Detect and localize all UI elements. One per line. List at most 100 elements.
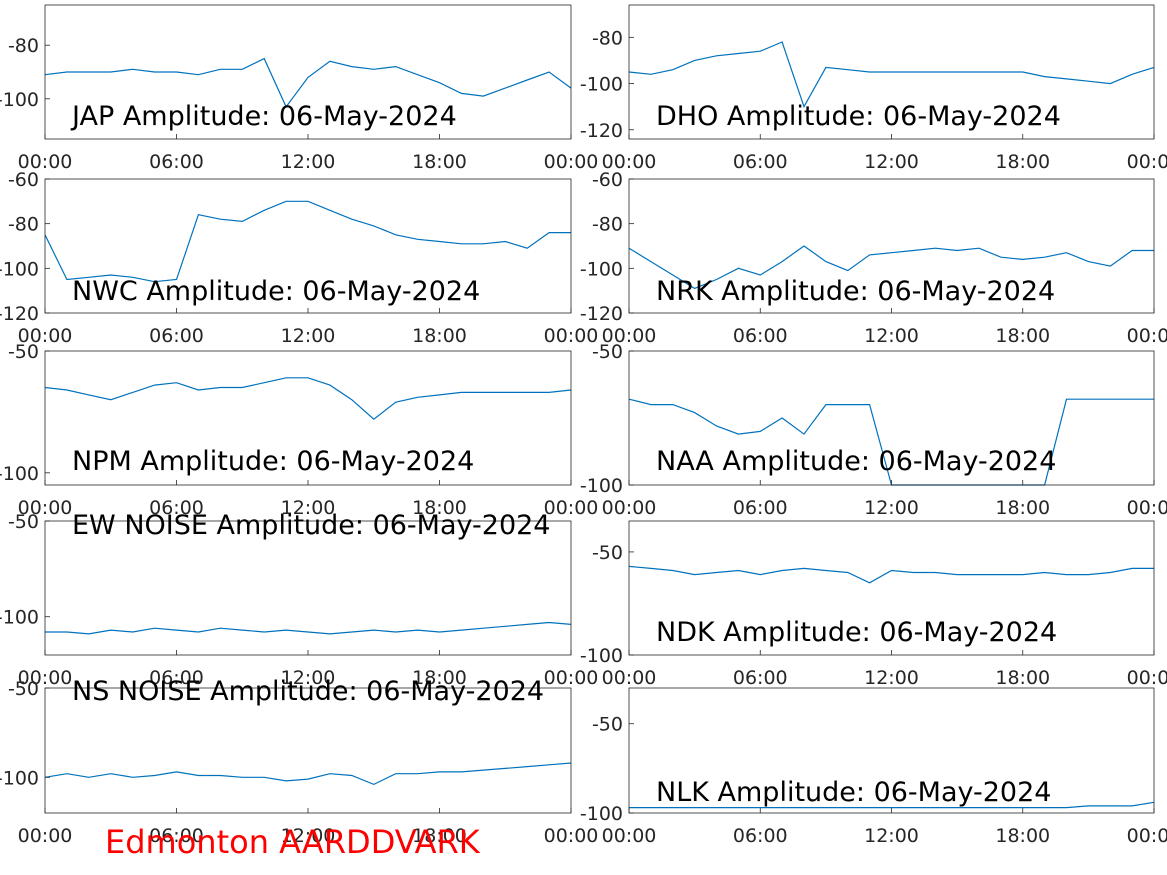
x-tick-label: 00:00: [602, 151, 657, 173]
y-tick-label: -80: [592, 27, 623, 49]
y-tick-label: -80: [8, 214, 39, 236]
x-tick-label: 00:00: [1127, 325, 1167, 347]
y-tick-label: -60: [592, 169, 623, 191]
x-tick-label: 18:00: [412, 497, 467, 519]
plot-title: NRK Amplitude: 06-May-2024: [656, 276, 1055, 307]
x-tick-label: 06:00: [149, 325, 204, 347]
y-tick-label: -100: [0, 767, 39, 789]
data-line: [628, 245, 1154, 290]
plot-title: NLK Amplitude: 06-May-2024: [656, 777, 1051, 808]
data-line: [44, 57, 572, 108]
x-tick-label: 00:00: [544, 667, 599, 689]
plot-background: [629, 179, 1154, 313]
x-tick-label: 00:00: [544, 151, 599, 173]
data-line: [44, 377, 572, 420]
x-tick-label: 00:00: [544, 825, 599, 847]
x-tick-label: 06:00: [733, 825, 788, 847]
y-tick-label: -100: [580, 645, 623, 667]
plot-background: [45, 5, 571, 139]
x-tick-label: 06:00: [149, 825, 204, 847]
x-tick-label: 00:00: [18, 667, 73, 689]
y-tick-label: -50: [592, 542, 623, 564]
x-tick-label: 00:00: [544, 325, 599, 347]
plots: -100 -80 00:00 06:00 12:00 18:00 00:00 JAP Ampl…: [0, 4, 1167, 847]
x-tick-label: 18:00: [995, 151, 1050, 173]
x-tick-label: 12:00: [864, 825, 919, 847]
x-tick-label: 18:00: [412, 151, 467, 173]
plot-title: NAA Amplitude: 06-May-2024: [656, 446, 1056, 477]
plot-title: NPM Amplitude: 06-May-2024: [72, 446, 474, 477]
y-tick-label: -50: [592, 714, 623, 736]
plot-title: DHO Amplitude: 06-May-2024: [656, 101, 1061, 132]
plot-background: [629, 351, 1154, 485]
plot-title: JAP Amplitude: 06-May-2024: [70, 101, 457, 132]
x-tick-label: 00:00: [1127, 825, 1167, 847]
y-tick-label: -120: [0, 303, 39, 325]
plot-title: NDK Amplitude: 06-May-2024: [656, 617, 1057, 648]
x-tick-label: 00:00: [18, 497, 73, 519]
plot-title: NWC Amplitude: 06-May-2024: [72, 276, 480, 307]
x-tick-label: 00:00: [18, 825, 73, 847]
data-line: [629, 801, 1155, 809]
plot-background: [629, 521, 1154, 655]
x-tick-label: 00:00: [18, 151, 73, 173]
data-line: [44, 762, 572, 786]
x-tick-label: 06:00: [149, 151, 204, 173]
data-line: [45, 621, 572, 635]
y-tick-label: -100: [580, 475, 623, 497]
x-tick-label: 00:00: [1127, 667, 1167, 689]
y-tick-label: -50: [8, 678, 39, 700]
x-tick-label: 12:00: [864, 497, 919, 519]
x-tick-label: 12:00: [281, 497, 336, 519]
x-tick-label: 00:00: [602, 667, 657, 689]
y-tick-label: -80: [592, 214, 623, 236]
y-tick-label: -100: [0, 89, 39, 111]
caption: Edmonton AARDDVARK: [105, 823, 481, 861]
x-tick-label: 06:00: [733, 151, 788, 173]
x-tick-label: 00:00: [544, 497, 599, 519]
plot-background: [45, 521, 571, 655]
x-tick-label: 18:00: [412, 825, 467, 847]
x-tick-label: 18:00: [995, 497, 1050, 519]
x-tick-label: 18:00: [995, 325, 1050, 347]
y-tick-label: -120: [580, 303, 623, 325]
y-tick-label: -100: [0, 607, 39, 629]
y-tick-label: -100: [0, 258, 39, 280]
y-tick-label: -50: [592, 341, 623, 363]
y-tick-label: -120: [580, 120, 623, 142]
y-tick-label: -100: [580, 803, 623, 825]
x-tick-label: 00:00: [602, 497, 657, 519]
x-tick-label: 18:00: [995, 667, 1050, 689]
plot-title: NS NOISE Amplitude: 06-May-2024: [72, 676, 544, 707]
x-tick-label: 12:00: [864, 325, 919, 347]
plot-background: [45, 351, 571, 485]
y-tick-label: -100: [0, 463, 39, 485]
data-line: [628, 565, 1154, 584]
data-line: [628, 41, 1155, 109]
x-tick-label: 00:00: [602, 325, 657, 347]
y-tick-label: -50: [8, 511, 39, 533]
x-tick-label: 06:00: [733, 325, 788, 347]
plot-background: [629, 688, 1154, 813]
x-tick-label: 06:00: [733, 497, 788, 519]
x-tick-label: 12:00: [281, 151, 336, 173]
x-tick-label: 12:00: [864, 667, 919, 689]
x-tick-label: 00:00: [1127, 497, 1167, 519]
x-tick-label: 18:00: [412, 667, 467, 689]
x-tick-label: 18:00: [412, 325, 467, 347]
y-tick-label: -50: [8, 341, 39, 363]
y-tick-label: -100: [580, 74, 623, 96]
y-tick-label: -60: [8, 169, 39, 191]
x-tick-label: 12:00: [281, 825, 336, 847]
x-tick-label: 06:00: [733, 667, 788, 689]
x-tick-label: 12:00: [281, 325, 336, 347]
plot-title: EW NOISE Amplitude: 06-May-2024: [72, 510, 550, 541]
x-tick-label: 00:00: [18, 325, 73, 347]
x-tick-label: 18:00: [995, 825, 1050, 847]
x-tick-label: 12:00: [281, 667, 336, 689]
x-tick-label: 12:00: [864, 151, 919, 173]
y-tick-label: -100: [580, 258, 623, 280]
plot-background: [45, 688, 571, 813]
